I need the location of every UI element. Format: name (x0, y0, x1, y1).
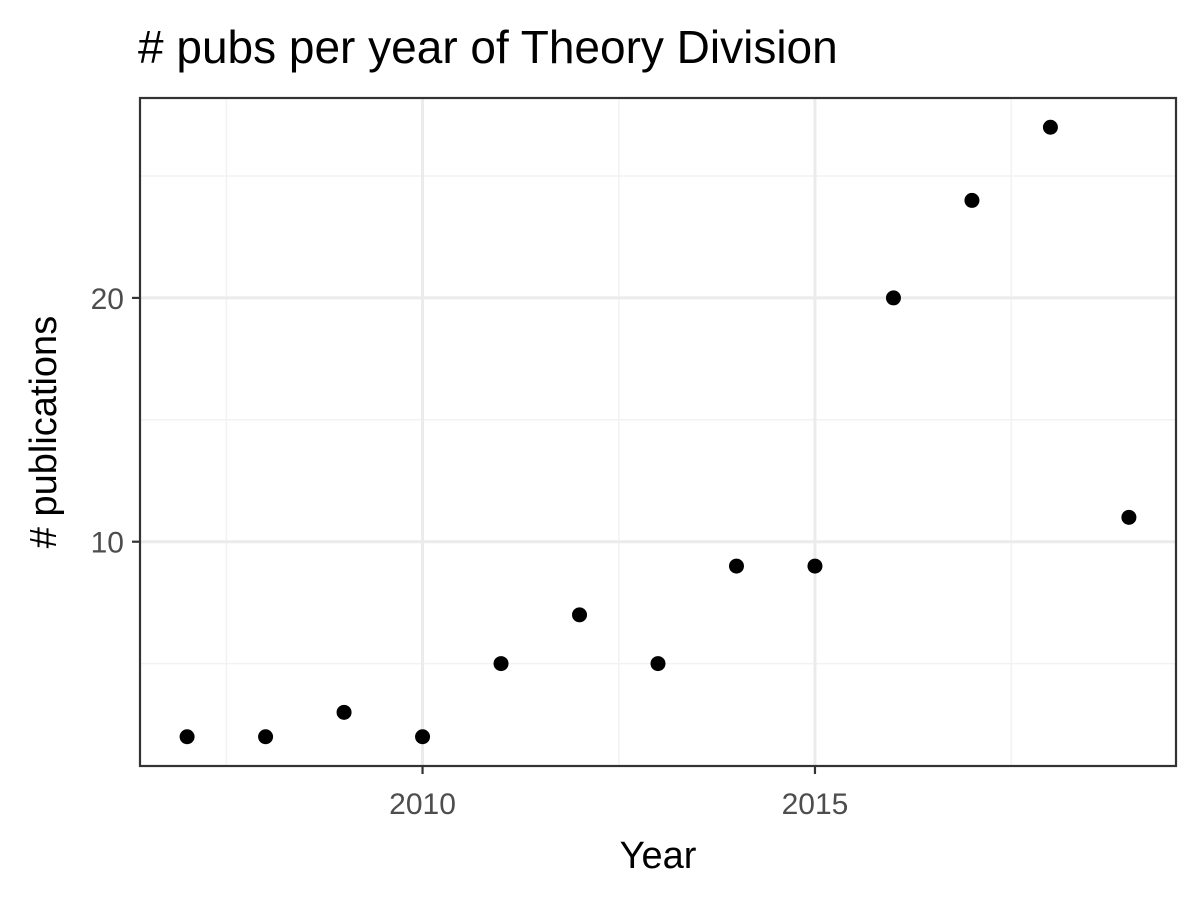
chart-title: # pubs per year of Theory Division (138, 21, 838, 73)
x-axis-label: Year (620, 835, 697, 877)
y-tick-label: 10 (91, 527, 124, 560)
y-axis-ticks: 10 20 (91, 283, 140, 560)
x-tick-label: 2015 (782, 788, 849, 821)
x-tick-label: 2010 (389, 788, 456, 821)
data-point (885, 290, 901, 306)
data-point (415, 729, 431, 745)
data-point (964, 192, 980, 208)
data-point (807, 558, 823, 574)
data-point (258, 729, 274, 745)
minor-gridlines (140, 98, 1176, 766)
data-point (493, 656, 509, 672)
major-gridlines (140, 98, 1176, 766)
data-point (179, 729, 195, 745)
data-points (179, 119, 1137, 745)
data-point (1121, 509, 1137, 525)
y-axis-label: # publications (23, 316, 65, 548)
data-point (572, 607, 588, 623)
data-point (728, 558, 744, 574)
data-point (650, 656, 666, 672)
data-point (336, 704, 352, 720)
x-axis-ticks: 2010 2015 (389, 766, 848, 821)
data-point (1042, 119, 1058, 135)
y-tick-label: 20 (91, 283, 124, 316)
plot-panel-border (138, 96, 1178, 768)
